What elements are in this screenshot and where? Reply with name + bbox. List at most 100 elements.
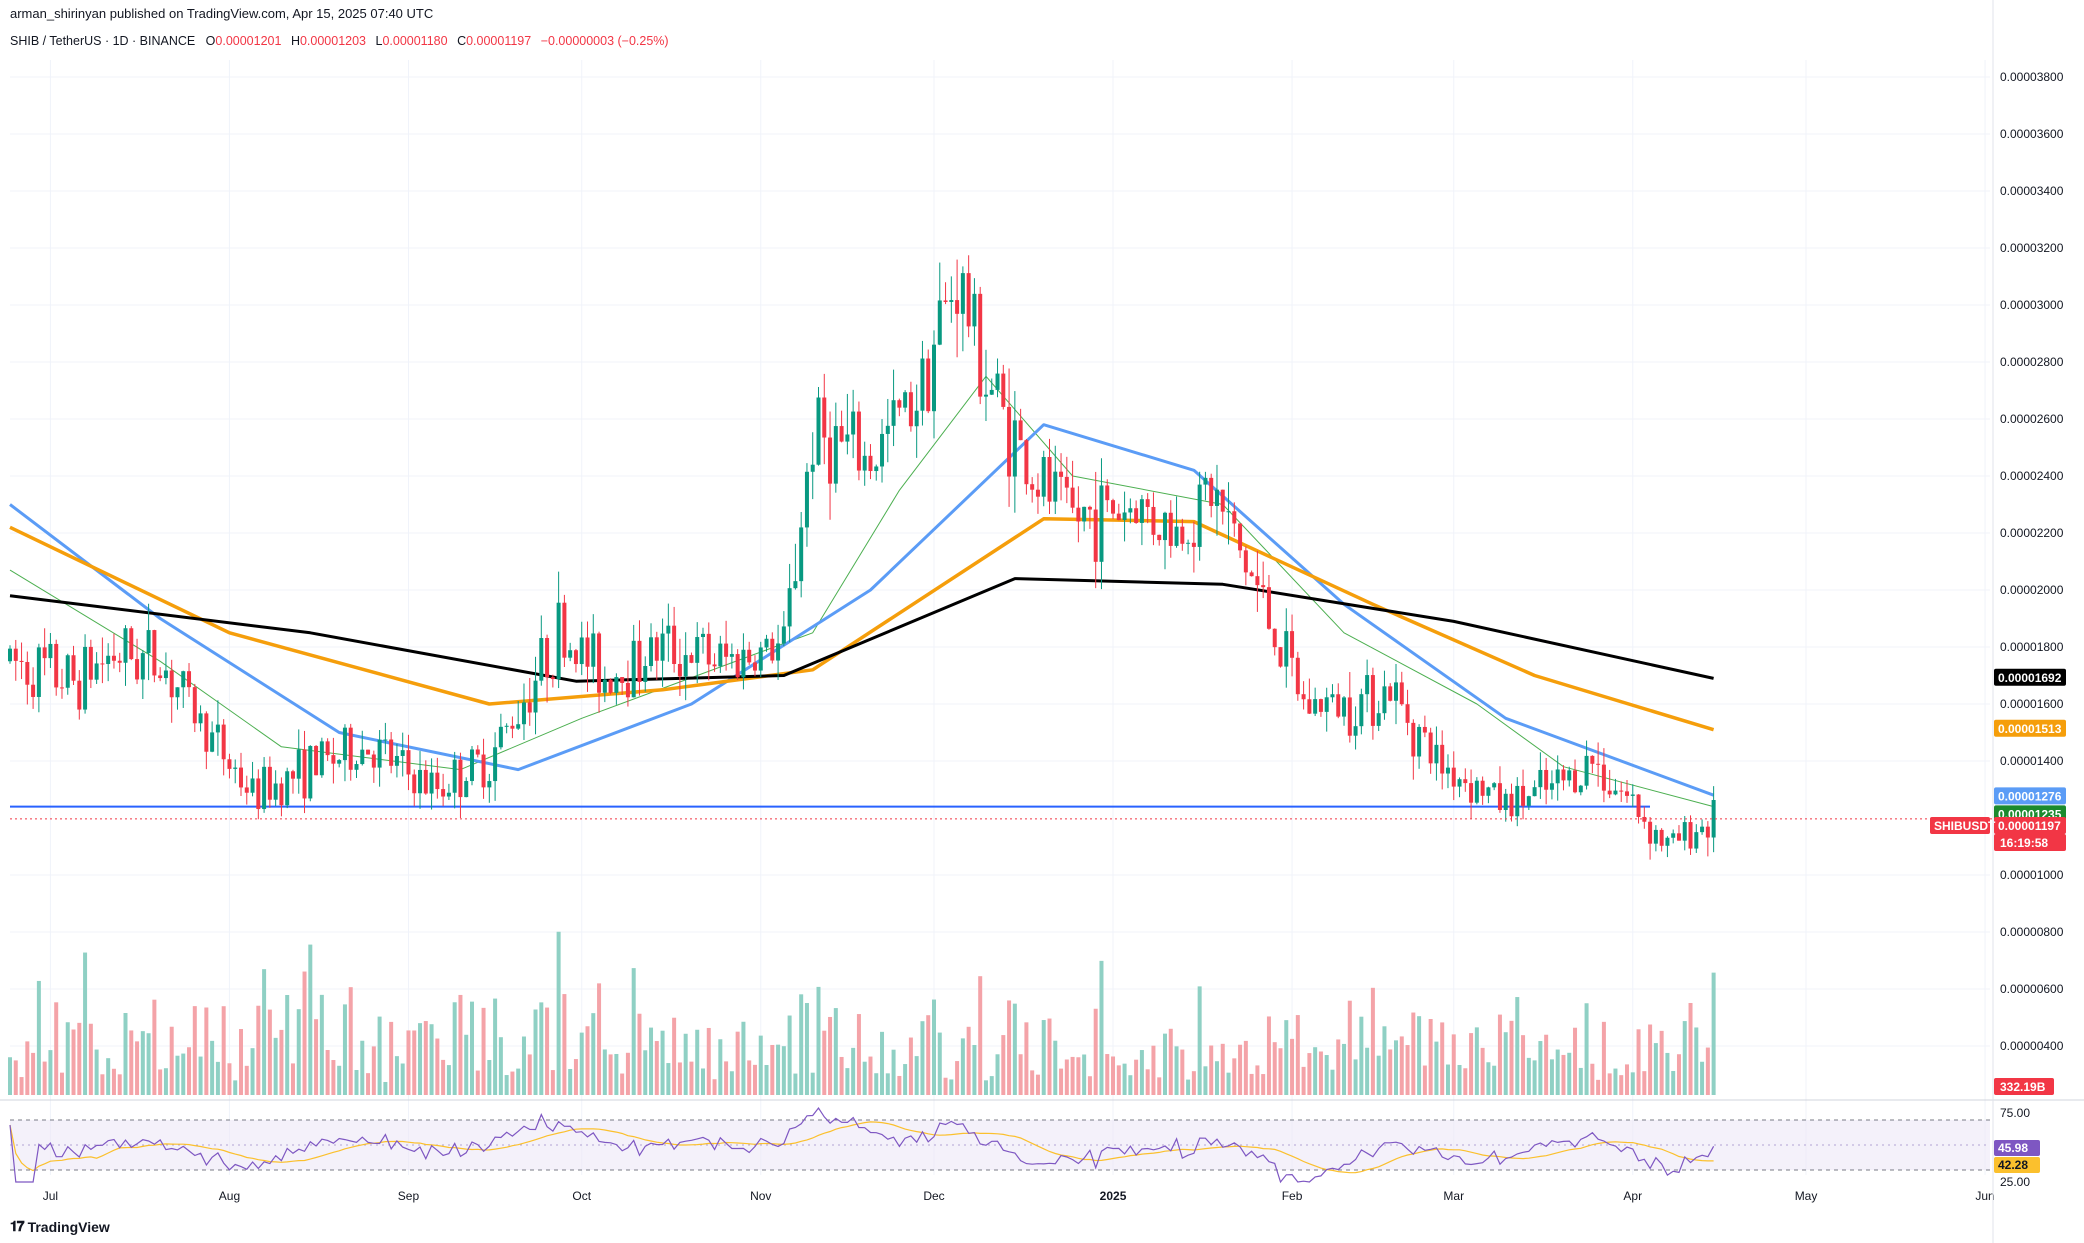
volume-bar	[1070, 1056, 1075, 1095]
candle-body	[331, 755, 336, 764]
volume-bar	[781, 1046, 786, 1095]
volume-bar	[1301, 1066, 1306, 1095]
candle-body	[1676, 833, 1681, 841]
price-tick-label: 0.00000800	[2000, 925, 2064, 939]
candle-body	[758, 647, 763, 671]
volume-bar	[1422, 1065, 1427, 1095]
countdown-tag	[1994, 834, 2066, 852]
candle-body	[25, 662, 30, 685]
volume-bar	[689, 1061, 694, 1095]
volume-bar	[545, 1007, 550, 1095]
candle-body	[966, 273, 971, 327]
candle-body	[181, 671, 186, 688]
candle-body	[215, 724, 220, 733]
volume-bar	[71, 1029, 76, 1095]
volume-bar	[342, 1004, 347, 1095]
volume-bar	[1376, 1055, 1381, 1095]
candle-body	[1347, 697, 1352, 736]
candle-body	[48, 643, 53, 659]
candle-body	[140, 653, 145, 680]
volume-bar	[1503, 1032, 1508, 1095]
volume-bar	[400, 1063, 405, 1095]
volume-tag	[1994, 1078, 2054, 1095]
candle-body	[1474, 780, 1479, 803]
volume-bar	[1290, 1038, 1295, 1095]
volume-bar	[1238, 1044, 1243, 1095]
volume-bar	[1342, 1043, 1347, 1095]
volume-bar	[1347, 1000, 1352, 1095]
volume-bar	[250, 1048, 255, 1095]
candle-body	[239, 767, 243, 788]
volume-bar	[914, 1056, 919, 1095]
volume-bar	[175, 1055, 180, 1095]
volume-bar	[59, 1072, 64, 1095]
candle-body	[1064, 476, 1069, 488]
tradingview-logo[interactable]: 𝟏𝟕 TradingView	[10, 1218, 110, 1235]
candle-body	[1382, 686, 1387, 714]
ma20-line	[9, 375, 1714, 808]
volume-bar	[1220, 1043, 1225, 1095]
candle-body	[1630, 794, 1635, 796]
candle-body	[833, 426, 838, 484]
candle-body	[1532, 787, 1537, 797]
volume-bar	[556, 931, 561, 1095]
volume-bar	[1093, 1008, 1098, 1095]
volume-bar	[1261, 1074, 1266, 1095]
candle-body	[452, 759, 457, 793]
volume-bar	[833, 1008, 838, 1095]
candle-body	[1567, 770, 1572, 781]
volume-bar	[602, 1049, 607, 1095]
volume-bar	[48, 1050, 53, 1095]
time-tick-label: 2025	[1100, 1189, 1127, 1203]
candle-body	[423, 769, 428, 794]
volume-bar	[1411, 1012, 1416, 1095]
candle-body	[585, 637, 590, 667]
candle-body	[54, 643, 59, 688]
volume-bar	[88, 1023, 93, 1095]
candle-body	[1168, 512, 1173, 546]
volume-bar	[521, 1036, 526, 1095]
candle-body	[1578, 785, 1583, 793]
symbol-name[interactable]: SHIB / TetherUS · 1D · BINANCE	[10, 34, 196, 48]
candle-body	[1705, 826, 1710, 838]
candle-body	[908, 392, 913, 427]
candle-body	[1116, 513, 1121, 521]
volume-bar	[1180, 1049, 1185, 1095]
candle-body	[1030, 484, 1035, 490]
time-tick-label: Dec	[923, 1189, 944, 1203]
volume-bar	[239, 1029, 243, 1095]
candle-body	[123, 628, 128, 663]
candle-body	[793, 581, 798, 589]
candle-body	[683, 655, 688, 677]
candle-body	[828, 437, 833, 484]
volume-bar	[1307, 1053, 1312, 1095]
candle-body	[752, 662, 757, 671]
volume-bar	[1555, 1049, 1560, 1095]
volume-bar	[868, 1056, 873, 1095]
candle-body	[233, 767, 238, 769]
candle-body	[354, 764, 359, 770]
open-label: O	[205, 34, 216, 48]
price-tick-label: 0.00001000	[2000, 868, 2064, 882]
volume-bar	[776, 1044, 781, 1095]
volume-bar	[706, 1027, 711, 1095]
candle-body	[510, 725, 515, 729]
candle-body	[1480, 780, 1485, 796]
candle-body	[1596, 763, 1601, 765]
candle-body	[949, 300, 954, 302]
volume-bar	[1567, 1052, 1572, 1095]
volume-bar	[1365, 1047, 1370, 1095]
volume-bar	[943, 1077, 948, 1095]
candle-body	[221, 724, 226, 760]
volume-bar	[966, 1026, 971, 1095]
candle-body	[319, 741, 324, 776]
candle-body	[995, 373, 1000, 390]
candle-body	[1111, 500, 1116, 514]
volume-bar	[1053, 1040, 1058, 1095]
candle-body	[903, 392, 908, 408]
volume-bar	[429, 1024, 434, 1095]
volume-bar	[354, 1070, 359, 1095]
price-tick-label: 0.00002400	[2000, 469, 2064, 483]
candle-body	[1197, 484, 1202, 547]
